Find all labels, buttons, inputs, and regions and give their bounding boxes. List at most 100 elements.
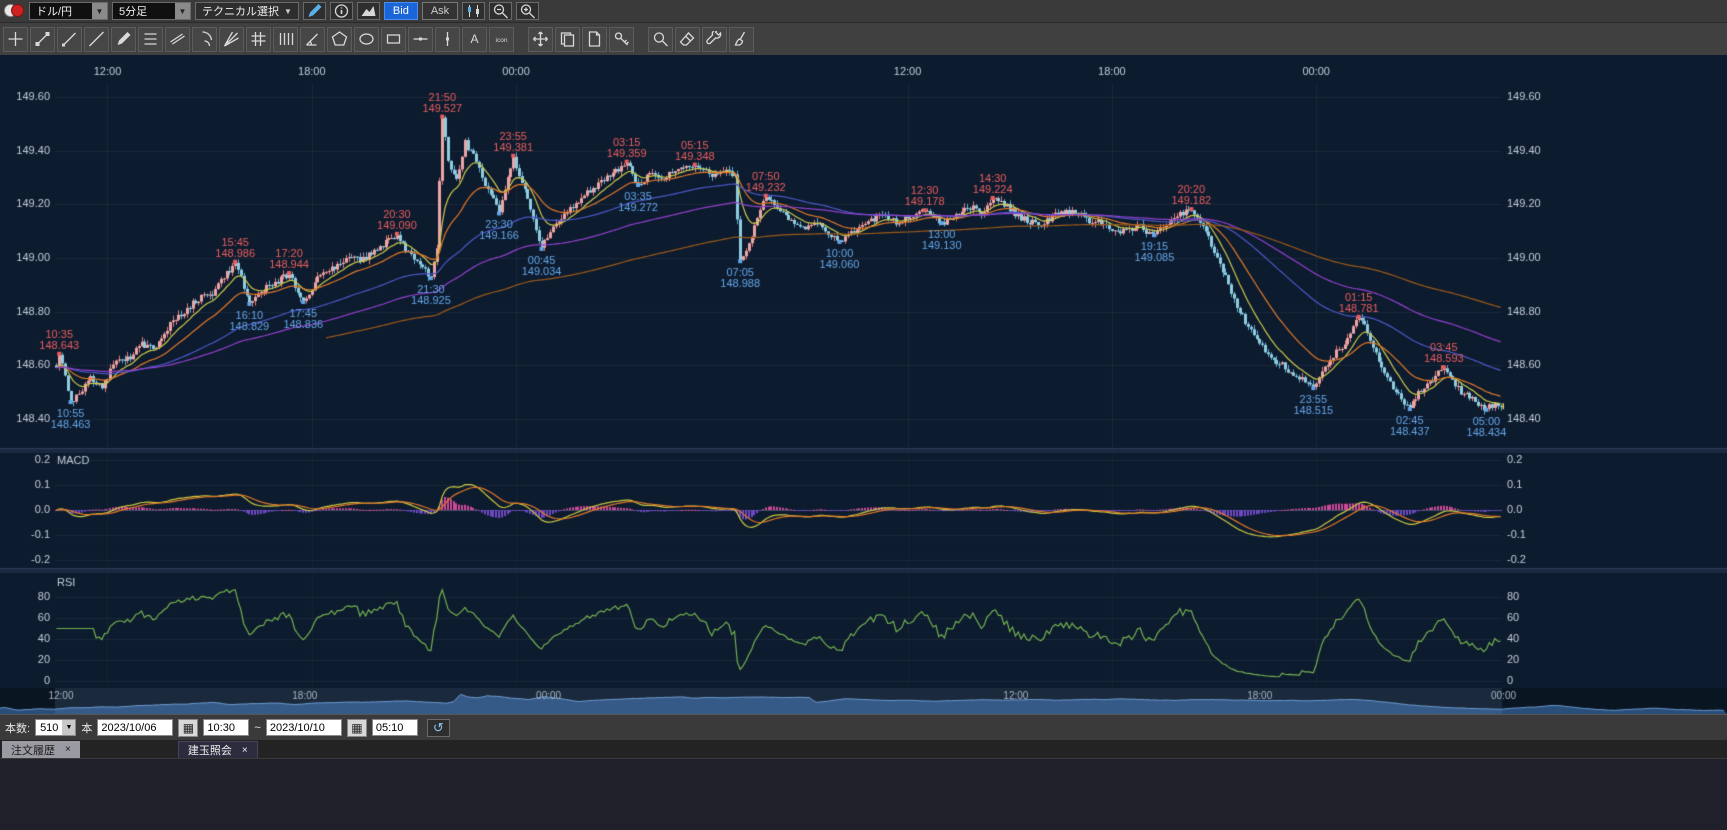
price-chart-canvas[interactable]: [0, 55, 1727, 688]
calendar-icon: ▦: [183, 722, 194, 734]
eraser-tool[interactable]: [675, 27, 700, 52]
crosshair-icon: [7, 31, 24, 47]
rect-icon: [385, 31, 402, 47]
zoom-area-tool[interactable]: [648, 27, 673, 52]
technical-select-button[interactable]: テクニカル選択 ▼: [195, 2, 299, 20]
trend-icon: [34, 31, 51, 47]
timeframe-select-value: 5分足: [113, 3, 175, 19]
svg-text:icon: icon: [496, 37, 508, 44]
mountain-icon: [360, 3, 377, 19]
minimap-canvas[interactable]: [0, 688, 1727, 714]
chart-area: [0, 55, 1727, 688]
bar-count-select[interactable]: 510 ▼: [35, 719, 76, 736]
text-icon: A: [466, 31, 483, 47]
hline-icon: [412, 31, 429, 47]
pencil-blue-icon: [306, 3, 323, 19]
top-toolbar-buttons: BidAsk: [303, 2, 539, 20]
chevron-down-icon[interactable]: ▼: [175, 3, 190, 19]
pencil-icon: [115, 31, 132, 47]
symbol-select-value: ドル/円: [30, 3, 92, 19]
tab-order-history[interactable]: 注文履歴 ×: [2, 741, 80, 758]
tab-label: 注文履歴: [11, 742, 55, 758]
fib-arc-tool[interactable]: [192, 27, 217, 52]
ellipse-icon: [358, 31, 375, 47]
svg-text:A: A: [470, 32, 478, 46]
fib-icon: [142, 31, 159, 47]
pentagon-tool[interactable]: [327, 27, 352, 52]
date-from-input[interactable]: [97, 719, 173, 736]
vline-icon: [439, 31, 456, 47]
candles-icon: [465, 3, 482, 19]
icon-stamp-tool[interactable]: icon: [489, 27, 514, 52]
clear-all-tool[interactable]: [729, 27, 754, 52]
close-icon[interactable]: ×: [65, 744, 71, 755]
magnifier-icon: [652, 31, 669, 47]
zoom-in-button[interactable]: [516, 2, 539, 20]
bar-count-unit: 本: [81, 720, 92, 736]
ask-toggle[interactable]: Ask: [422, 2, 458, 20]
eraser-icon: [679, 31, 696, 47]
icontext-icon: icon: [493, 31, 510, 47]
symbol-select[interactable]: ドル/円 ▼: [29, 2, 108, 20]
candle-chart-button[interactable]: [462, 2, 485, 20]
wrench-icon: [706, 31, 723, 47]
duplicate-tool[interactable]: [555, 27, 580, 52]
undo-button[interactable]: ↺: [427, 719, 450, 737]
zoom-out-icon: [492, 3, 509, 19]
bid-toggle[interactable]: Bid: [384, 2, 418, 20]
date-to-input[interactable]: [266, 719, 342, 736]
top-toolbar: ドル/円 ▼ 5分足 ▼ テクニカル選択 ▼ BidAsk: [0, 0, 1727, 22]
text-tool[interactable]: A: [462, 27, 487, 52]
fib-fan-tool[interactable]: [219, 27, 244, 52]
trendline-tool[interactable]: [30, 27, 55, 52]
angle-icon: [304, 31, 321, 47]
bottom-panel: [0, 758, 1727, 830]
bar-count-value: 510: [36, 722, 62, 734]
select-move-tool[interactable]: [528, 27, 553, 52]
time-zones-tool[interactable]: [273, 27, 298, 52]
chart-style-button[interactable]: [357, 2, 380, 20]
time-to-input[interactable]: [372, 719, 418, 736]
chevron-down-icon[interactable]: ▼: [92, 3, 107, 19]
key-icon: [613, 31, 630, 47]
time-from-input[interactable]: [203, 719, 249, 736]
chevron-down-icon: ▼: [284, 7, 292, 16]
copy-icon: [559, 31, 576, 47]
object-settings-tool[interactable]: [702, 27, 727, 52]
horizontal-line-tool[interactable]: [408, 27, 433, 52]
ray-line-tool[interactable]: [57, 27, 82, 52]
vertical-line-tool[interactable]: [435, 27, 460, 52]
calendar-to-button[interactable]: ▦: [347, 719, 367, 737]
extline-icon: [88, 31, 105, 47]
freehand-pencil-tool[interactable]: [111, 27, 136, 52]
ellipse-tool[interactable]: [354, 27, 379, 52]
grid-icon: [250, 31, 267, 47]
rectangle-tool[interactable]: [381, 27, 406, 52]
info-button[interactable]: [330, 2, 353, 20]
pentagon-icon: [331, 31, 348, 47]
broom-icon: [733, 31, 750, 47]
gann-grid-tool[interactable]: [246, 27, 271, 52]
zoom-out-button[interactable]: [489, 2, 512, 20]
extended-line-tool[interactable]: [84, 27, 109, 52]
draw-mode-button[interactable]: [303, 2, 326, 20]
tab-position-inquiry[interactable]: 建玉照会 ×: [178, 741, 258, 758]
calendar-from-button[interactable]: ▦: [178, 719, 198, 737]
magnet-tool[interactable]: [609, 27, 634, 52]
parallel-channel-tool[interactable]: [165, 27, 190, 52]
chevron-down-icon[interactable]: ▼: [62, 720, 75, 735]
page-icon: [586, 31, 603, 47]
angle-line-tool[interactable]: [300, 27, 325, 52]
technical-select-label: テクニカル選択: [202, 3, 279, 19]
crosshair-tool[interactable]: [3, 27, 28, 52]
move-icon: [532, 31, 549, 47]
snapshot-tool[interactable]: [582, 27, 607, 52]
range-separator: ~: [254, 722, 260, 734]
close-icon[interactable]: ×: [242, 745, 248, 756]
fib-retracement-tool[interactable]: [138, 27, 163, 52]
bottom-tabs: 注文履歴 × 建玉照会 ×: [0, 740, 1727, 758]
bar-count-label: 本数:: [5, 720, 30, 736]
undo-icon: ↺: [433, 721, 444, 734]
timeframe-select[interactable]: 5分足 ▼: [112, 2, 191, 20]
calendar-icon: ▦: [351, 722, 362, 734]
